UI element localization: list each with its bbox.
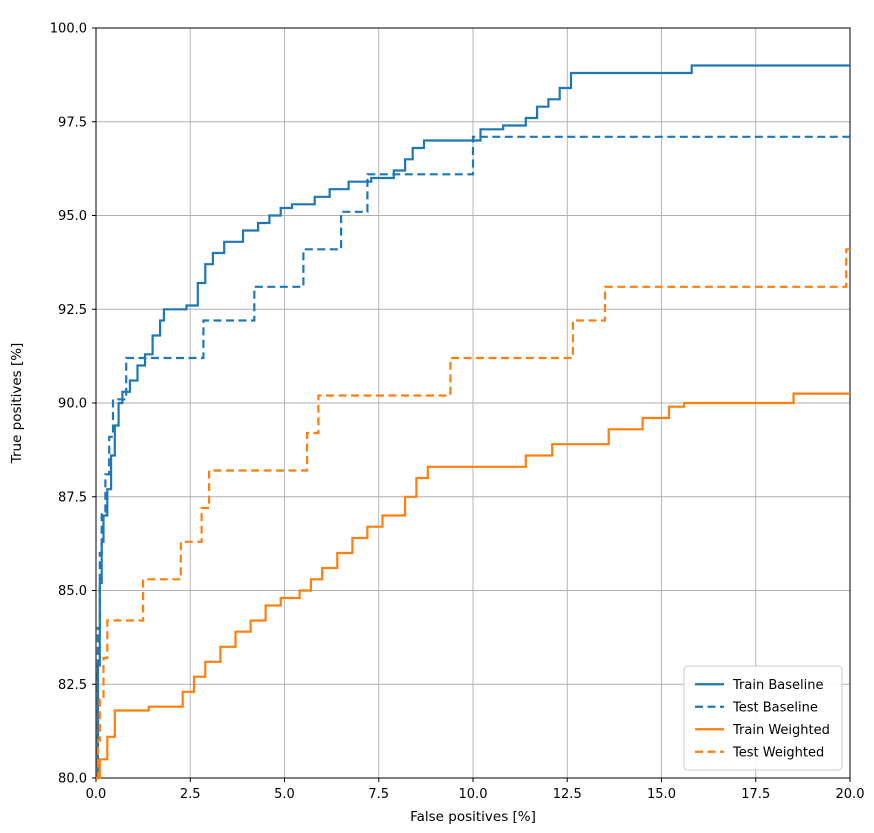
plot-border xyxy=(95,27,851,779)
y-tick-label: 80.0 xyxy=(58,772,87,787)
y-axis-label: True positives [%] xyxy=(9,343,25,465)
y-tick-label: 85.0 xyxy=(58,584,87,599)
x-tick-label: 0.0 xyxy=(86,787,107,802)
x-tick-label: 5.0 xyxy=(274,787,295,802)
series-layer xyxy=(96,64,850,780)
series-line-test-baseline xyxy=(96,135,850,780)
legend-label-test-weighted: Test Weighted xyxy=(732,745,824,760)
legend-label-train-weighted: Train Weighted xyxy=(732,723,830,738)
x-tick-label: 7.5 xyxy=(368,787,389,802)
tick-layer: 0.0 2.5 5.0 7.5 10.0 12.5 15.0 17.5 20.0 80.0 82.5… xyxy=(50,22,865,803)
x-tick-label: 12.5 xyxy=(553,787,582,802)
series-line-train-weighted xyxy=(96,392,850,780)
y-tick-label: 92.5 xyxy=(58,303,87,318)
legend-label-test-baseline: Test Baseline xyxy=(732,700,818,715)
y-tick-label: 90.0 xyxy=(58,397,87,412)
y-tick-label: 87.5 xyxy=(58,490,87,505)
y-tick-label: 95.0 xyxy=(58,209,87,224)
series-line-test-weighted xyxy=(96,248,850,780)
x-tick-label: 2.5 xyxy=(180,787,201,802)
x-tick-label: 15.0 xyxy=(647,787,676,802)
x-tick-label: 10.0 xyxy=(459,787,488,802)
x-tick-label: 17.5 xyxy=(741,787,770,802)
x-axis-label: False positives [%] xyxy=(410,809,536,825)
legend-box xyxy=(683,665,843,771)
y-tick-label: 82.5 xyxy=(58,678,87,693)
series-line-train-baseline xyxy=(96,64,850,780)
y-tick-label: 100.0 xyxy=(50,22,87,37)
y-tick-label: 97.5 xyxy=(58,115,87,130)
legend-label-train-baseline: Train Baseline xyxy=(732,678,823,693)
legend: Train Baseline Test Baseline Train Weighte… xyxy=(683,665,843,771)
x-tick-label: 20.0 xyxy=(836,787,865,802)
